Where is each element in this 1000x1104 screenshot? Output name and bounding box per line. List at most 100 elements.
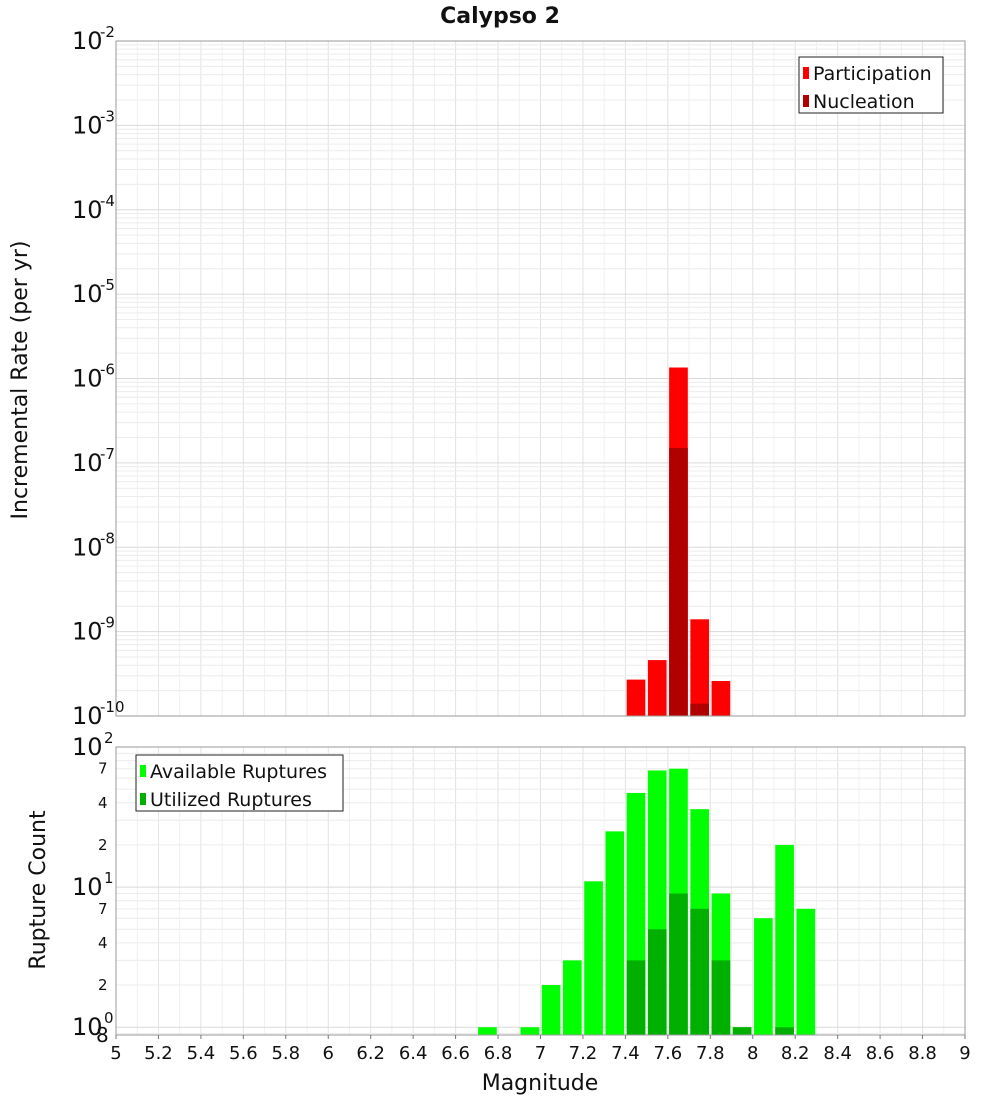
x-tick-label: 5.8	[271, 1043, 300, 1064]
y-minor-tick-label: 2	[98, 836, 108, 854]
legend-box	[798, 56, 944, 114]
x-tick-label: 7.8	[696, 1043, 725, 1064]
x-tick-label: 8.8	[908, 1043, 937, 1064]
y-tick-exponent: -5	[100, 276, 115, 294]
y-minor-tick-label: 2	[98, 976, 108, 994]
y-tick-label: 10-5	[72, 276, 115, 308]
y-tick-label: 10-10	[72, 698, 125, 730]
y-tick-base: 10	[72, 618, 103, 646]
x-tick-label: 7	[535, 1043, 546, 1064]
y-tick-base: 10	[72, 111, 103, 139]
nucleation-series	[669, 448, 710, 716]
y-tick-exponent: -2	[100, 23, 115, 41]
legend-swatch	[803, 95, 809, 107]
y-tick-label: 10-3	[72, 107, 115, 139]
x-axis-label: Magnitude	[482, 1071, 599, 1096]
available-ruptures-bar	[605, 831, 625, 1035]
y-tick-label: 10 1	[72, 869, 114, 901]
y-tick-exponent: -6	[100, 361, 115, 379]
available-ruptures-bar	[796, 908, 816, 1035]
y-tick-label: 10-6	[72, 361, 115, 393]
utilized-ruptures-bar	[626, 960, 646, 1035]
y-tick-base: 10	[72, 533, 103, 561]
top-y-axis-label: Incremental Rate (per yr)	[8, 241, 33, 520]
y-minor-tick-label: 7	[98, 900, 108, 918]
bottom-legend: Available Ruptures Utilized Ruptures	[135, 754, 344, 812]
y-minor-tick-label: 8	[96, 1023, 109, 1047]
y-tick-base: 10	[72, 733, 103, 761]
nucleation-bar	[690, 703, 710, 716]
participation-bar	[647, 660, 667, 716]
y-tick-exponent: -9	[100, 614, 115, 632]
utilized-ruptures-bar	[669, 893, 688, 1035]
x-tick-label: 9	[959, 1043, 970, 1064]
x-tick-label: 6.4	[399, 1043, 428, 1064]
chart-title: Calypso 2	[440, 4, 560, 29]
y-tick-exponent: 2	[104, 729, 114, 747]
y-minor-tick-label: 4	[98, 794, 108, 812]
participation-bar	[690, 619, 710, 716]
available-ruptures-bar	[775, 844, 794, 1035]
nucleation-bar	[669, 448, 688, 716]
y-tick-exponent: -10	[100, 698, 125, 716]
y-tick-exponent: -3	[100, 107, 115, 125]
y-tick-base: 10	[72, 365, 103, 393]
x-tick-label: 5.6	[229, 1043, 258, 1064]
x-tick-label: 6.8	[484, 1043, 513, 1064]
legend-box	[135, 754, 344, 812]
y-tick-base: 10	[72, 280, 103, 308]
available-ruptures-bar	[562, 960, 582, 1035]
available-ruptures-bar	[754, 918, 773, 1035]
utilized-ruptures-series	[626, 893, 794, 1035]
y-tick-exponent: 1	[104, 869, 114, 887]
x-tick-label: 8.6	[866, 1043, 895, 1064]
y-tick-label: 10 0	[72, 1009, 114, 1041]
legend-label: Participation	[813, 63, 932, 85]
y-tick-base: 10	[72, 449, 103, 477]
grid-lines	[115, 41, 966, 1035]
legend-swatch	[140, 765, 146, 777]
y-tick-base: 10	[72, 27, 103, 55]
x-tick-label: 6.6	[441, 1043, 470, 1064]
available-ruptures-bar	[478, 1027, 497, 1035]
legend-label: Utilized Ruptures	[150, 789, 312, 811]
y-tick-label: 10-9	[72, 614, 115, 646]
utilized-ruptures-bar	[690, 908, 710, 1035]
legend-label: Available Ruptures	[150, 761, 327, 783]
x-tick-label: 8.4	[823, 1043, 852, 1064]
x-tick-label: 6.2	[356, 1043, 385, 1064]
y-tick-label: 10 2	[72, 729, 114, 761]
x-tick-labels: 5 5.2 5.4 5.6 5.8 6 6.2 6.4 6.6 6.8 7 7.2 7.4 7.6 7.8 8…	[110, 1035, 971, 1064]
participation-bar	[626, 679, 646, 716]
x-tick-label: 8	[747, 1043, 758, 1064]
x-tick-label: 7.4	[611, 1043, 640, 1064]
utilized-ruptures-bar	[732, 1027, 752, 1035]
bottom-y-axis-label: Rupture Count	[26, 810, 51, 970]
legend-label: Nucleation	[813, 91, 915, 113]
y-tick-exponent: 0	[104, 1009, 114, 1027]
top-legend: Participation Nucleation	[798, 56, 944, 114]
y-minor-tick-label: 7	[98, 760, 108, 778]
y-tick-label: 10-4	[72, 192, 115, 224]
x-tick-label: 5.2	[144, 1043, 173, 1064]
legend-swatch	[803, 67, 809, 79]
x-tick-label: 5.4	[187, 1043, 216, 1064]
participation-bar	[711, 680, 731, 716]
y-tick-base: 10	[72, 873, 103, 901]
y-tick-base: 10	[72, 1013, 103, 1041]
available-ruptures-bar	[584, 881, 603, 1035]
y-tick-base: 10	[72, 702, 103, 730]
available-ruptures-bar	[520, 1027, 540, 1035]
y-minor-tick-label: 4	[98, 934, 108, 952]
legend-swatch	[140, 793, 146, 805]
available-ruptures-bar	[541, 985, 561, 1035]
utilized-ruptures-bar	[711, 960, 731, 1035]
x-tick-label: 7.2	[569, 1043, 598, 1064]
y-tick-exponent: -8	[100, 529, 115, 547]
y-tick-label: 10-8	[72, 529, 115, 561]
y-tick-exponent: -7	[100, 445, 115, 463]
y-tick-label: 10-2	[72, 23, 115, 55]
